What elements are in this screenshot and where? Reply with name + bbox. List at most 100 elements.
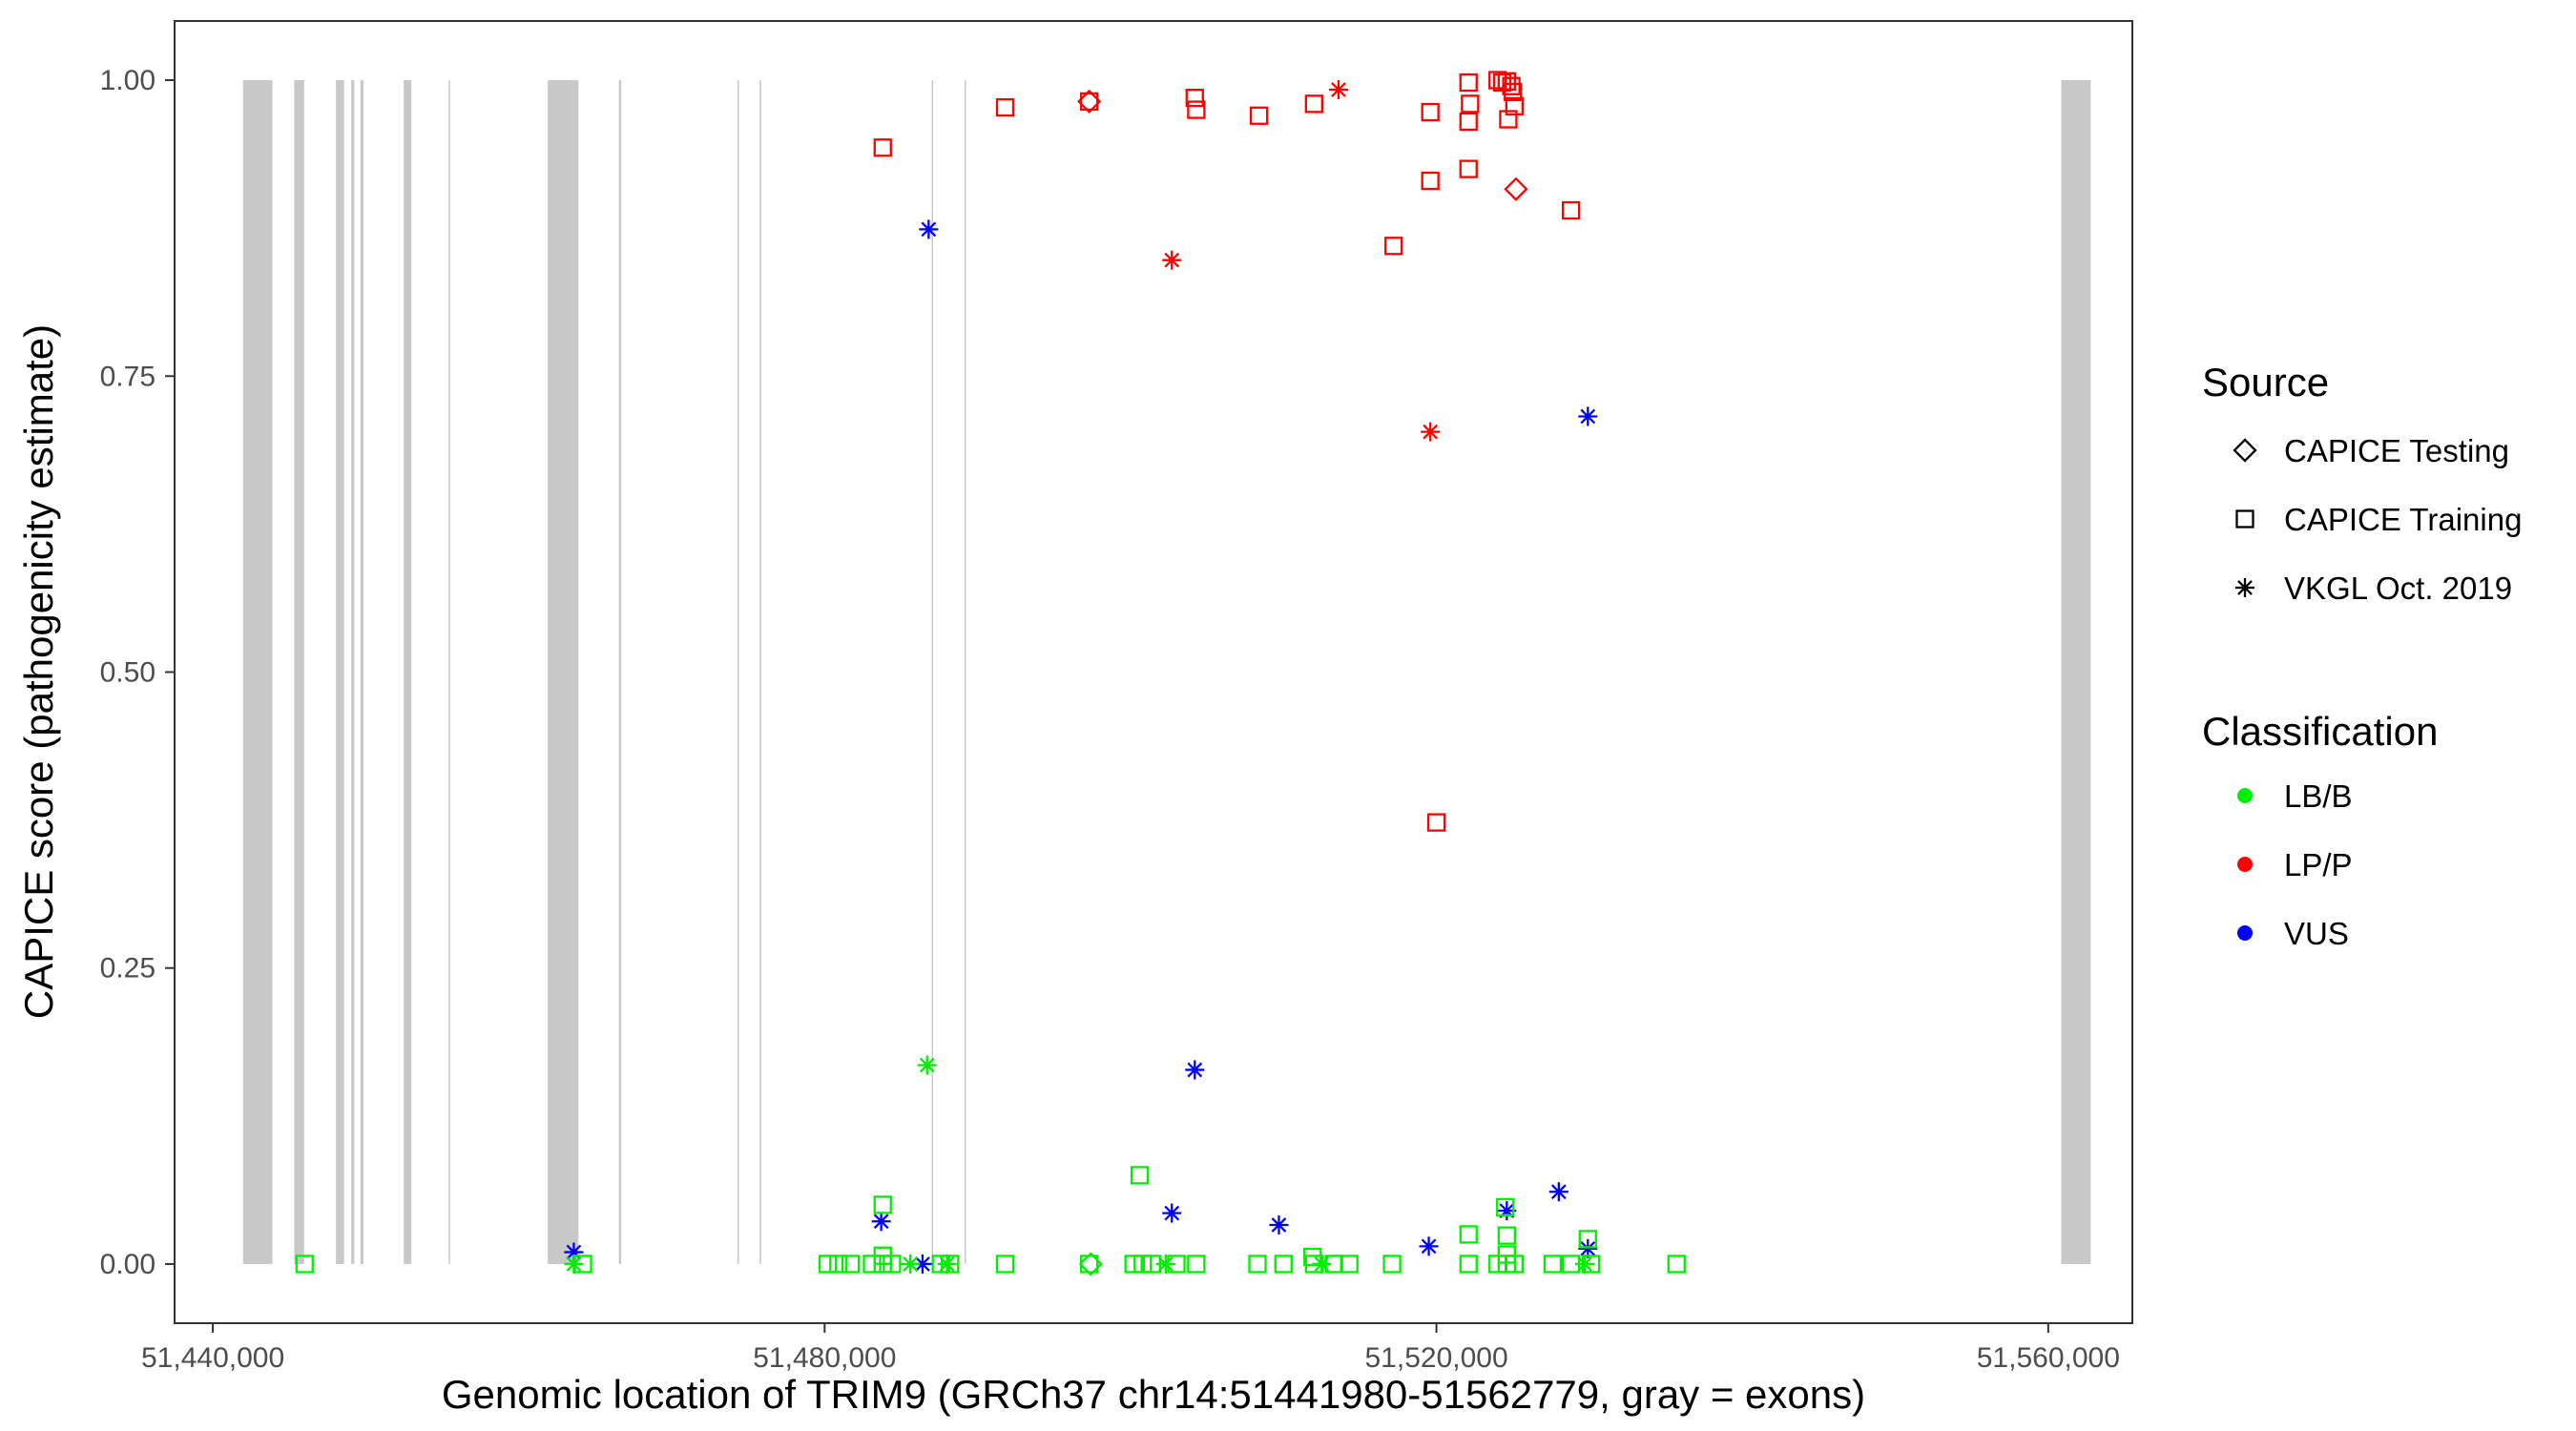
legend: Source CAPICE Testing CAPICE Training VKGL… [2202, 360, 2522, 951]
x-tick-label: 51,440,000 [141, 1342, 284, 1374]
points-layer [295, 71, 1686, 1276]
data-point [1459, 1255, 1478, 1274]
legend-source-label: VKGL Oct. 2019 [2284, 570, 2512, 606]
y-tick-label: 1.00 [100, 65, 156, 96]
legend-source-title: Source [2202, 360, 2329, 404]
data-point [883, 1255, 902, 1274]
data-point [1497, 1226, 1516, 1245]
exon-band [360, 80, 364, 1264]
exon-band [294, 80, 304, 1264]
data-point [829, 1255, 848, 1274]
data-point [995, 97, 1015, 117]
data-point [873, 1195, 892, 1214]
data-point [901, 1254, 921, 1274]
data-point [1505, 1255, 1524, 1274]
data-point [1248, 1255, 1267, 1274]
data-point [1269, 1215, 1289, 1235]
data-point [1502, 76, 1521, 95]
data-point [1578, 1230, 1597, 1249]
x-axis-title: Genomic location of TRIM9 (GRCh37 chr14:… [442, 1372, 1865, 1417]
data-point [941, 1255, 960, 1274]
y-axis-title: CAPICE score (pathogenicity estimate) [16, 324, 61, 1019]
exon-band [336, 80, 344, 1264]
legend-key-dot [2237, 925, 2253, 941]
y-tick-label: 0.50 [100, 657, 156, 689]
exon-band [737, 80, 739, 1264]
data-point [1459, 159, 1478, 178]
data-point [862, 1255, 882, 1274]
data-point [1162, 1203, 1182, 1223]
y-axis: 0.00 0.25 0.50 0.75 1.00 [100, 65, 175, 1280]
exon-band [965, 80, 966, 1264]
data-point [818, 1255, 838, 1274]
data-point [1578, 406, 1598, 426]
data-point [1459, 1225, 1478, 1244]
data-point [1130, 1166, 1150, 1185]
y-tick-label: 0.75 [100, 361, 156, 392]
y-tick-label: 0.00 [100, 1249, 156, 1280]
legend-key-dot [2237, 788, 2253, 803]
data-point [1421, 102, 1440, 122]
data-point [1421, 422, 1441, 442]
legend-key-dot [2237, 857, 2253, 872]
data-point [1543, 1255, 1563, 1274]
data-point [1461, 94, 1480, 114]
data-point [919, 219, 939, 239]
data-point [1077, 89, 1102, 114]
x-tick-label: 51,560,000 [1977, 1342, 2120, 1374]
data-point [841, 1255, 861, 1274]
data-point [1548, 1182, 1568, 1202]
data-point [1426, 813, 1446, 832]
exon-band [404, 80, 412, 1264]
y-tick-label: 0.25 [100, 953, 156, 985]
exon-band [618, 80, 622, 1264]
x-tick-label: 51,520,000 [1365, 1342, 1508, 1374]
data-point [1496, 1197, 1515, 1217]
data-point [1421, 171, 1440, 191]
data-point [871, 1212, 891, 1232]
legend-class-items: LB/B LP/P VUS [2237, 778, 2353, 951]
exon-band [548, 80, 579, 1264]
legend-class-title: Classification [2202, 709, 2438, 754]
legend-key-asterisk [2235, 578, 2254, 597]
legend-source-label: CAPICE Testing [2284, 433, 2509, 468]
legend-key-diamond [2233, 438, 2257, 463]
data-point [937, 1254, 957, 1274]
x-axis: 51,440,000 51,480,000 51,520,000 51,560,000 [141, 1323, 2120, 1374]
data-point [1304, 94, 1323, 114]
data-point [1575, 1254, 1595, 1274]
exon-band [242, 80, 273, 1264]
data-point [1312, 1254, 1332, 1274]
data-point [1080, 92, 1099, 112]
data-point [1419, 1236, 1439, 1256]
legend-key-square [2235, 509, 2254, 529]
data-point [1187, 100, 1206, 119]
legend-class-label: LB/B [2284, 778, 2353, 814]
data-point [1340, 1255, 1359, 1274]
legend-class-label: LP/P [2284, 847, 2353, 882]
data-point [1581, 1255, 1601, 1274]
data-point [1187, 1255, 1206, 1274]
exon-band [351, 80, 355, 1264]
data-point [1667, 1255, 1686, 1274]
data-point [1504, 82, 1523, 102]
legend-source-label: CAPICE Training [2284, 502, 2522, 537]
data-point [1384, 237, 1403, 256]
data-point [1459, 73, 1478, 93]
data-point [1185, 89, 1204, 108]
legend-source-items: CAPICE Testing CAPICE Training VKGL Oct. 2… [2233, 433, 2522, 606]
exon-band [448, 80, 450, 1264]
exon-band [759, 80, 761, 1264]
data-point [1382, 1255, 1402, 1274]
exon-band [2061, 80, 2091, 1264]
data-point [1328, 79, 1348, 99]
data-point [1459, 112, 1478, 132]
data-point [1274, 1255, 1293, 1274]
exon-band [931, 80, 934, 1264]
data-point [1185, 1060, 1205, 1080]
data-point [1504, 176, 1528, 201]
data-point [295, 1255, 314, 1274]
exons-layer [242, 80, 2091, 1264]
